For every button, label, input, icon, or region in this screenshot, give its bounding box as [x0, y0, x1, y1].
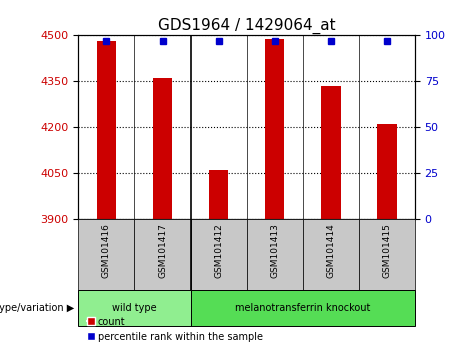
Bar — [153, 78, 172, 219]
Text: melanotransferrin knockout: melanotransferrin knockout — [235, 303, 370, 313]
Bar — [190, 290, 415, 326]
Bar — [321, 86, 341, 219]
Legend: count, percentile rank within the sample: count, percentile rank within the sample — [83, 313, 267, 346]
Text: GSM101415: GSM101415 — [382, 223, 391, 278]
Bar — [97, 41, 116, 219]
Bar — [135, 219, 190, 290]
Text: GSM101414: GSM101414 — [326, 223, 335, 278]
Text: GSM101417: GSM101417 — [158, 223, 167, 278]
Text: GSM101413: GSM101413 — [270, 223, 279, 278]
Text: GSM101412: GSM101412 — [214, 223, 223, 278]
Bar — [303, 219, 359, 290]
Bar — [247, 219, 303, 290]
Bar — [265, 39, 284, 219]
Text: genotype/variation ▶: genotype/variation ▶ — [0, 303, 74, 313]
Bar — [209, 170, 228, 219]
Bar — [78, 219, 135, 290]
Bar — [190, 219, 247, 290]
Title: GDS1964 / 1429064_at: GDS1964 / 1429064_at — [158, 18, 336, 34]
Text: wild type: wild type — [112, 303, 157, 313]
Bar — [359, 219, 415, 290]
Bar — [377, 124, 396, 219]
Text: GSM101416: GSM101416 — [102, 223, 111, 278]
Bar — [78, 290, 190, 326]
